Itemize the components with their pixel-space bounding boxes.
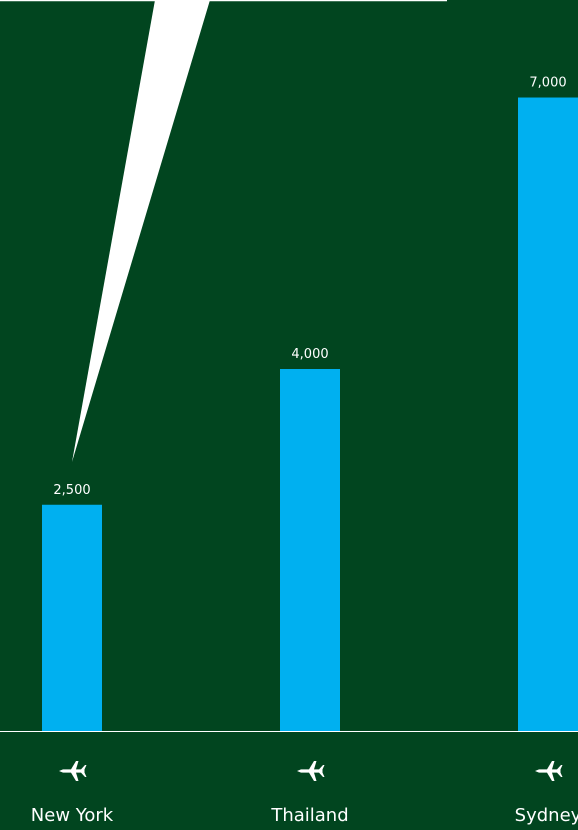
- labels-layer: 2,500 New York 4,000 Thailand 7,000 Sydney: [31, 76, 578, 826]
- airplane-icon: [59, 761, 87, 781]
- category-label-sydney: Sydney: [515, 805, 578, 826]
- callout-pointer: [72, 0, 210, 462]
- bar-new-york: [42, 504, 102, 731]
- value-label-new-york: 2,500: [53, 483, 90, 498]
- bars-layer: [42, 97, 578, 731]
- category-label-thailand: Thailand: [270, 805, 348, 826]
- airplane-icon: [535, 761, 563, 781]
- bar-sydney: [518, 97, 578, 731]
- bar-thailand: [280, 369, 340, 731]
- airplane-icon: [297, 761, 325, 781]
- value-label-thailand: 4,000: [291, 347, 328, 362]
- category-label-new-york: New York: [31, 805, 114, 826]
- value-label-sydney: 7,000: [529, 76, 566, 91]
